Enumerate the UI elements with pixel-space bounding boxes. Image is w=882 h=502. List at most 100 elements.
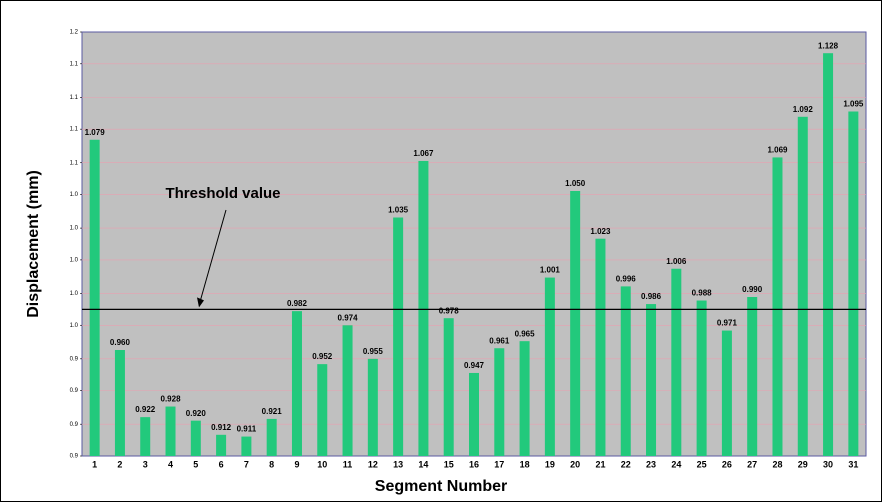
x-tick-label: 26 [722,459,732,469]
bar [544,277,555,456]
value-label: 1.006 [666,257,687,266]
value-label: 0.988 [692,289,713,298]
y-tick-label: 1.1 [70,61,79,67]
x-tick-label: 16 [469,459,479,469]
value-label: 0.982 [287,299,308,308]
y-axis-label: Displacement (mm) [25,170,42,318]
bar [291,311,302,456]
bar [317,364,328,456]
value-label: 1.035 [388,206,409,215]
x-tick-label: 12 [368,459,378,469]
x-tick-label: 1 [92,459,97,469]
value-label: 0.928 [161,395,182,404]
value-label: 0.911 [237,425,257,434]
bar [342,325,353,456]
y-tick-label: 1.0 [70,226,79,232]
value-label: 1.128 [818,41,839,50]
x-tick-label: 9 [294,459,299,469]
x-tick-label: 31 [848,459,858,469]
value-label: 0.971 [717,319,738,328]
bar [241,436,252,456]
value-label: 0.974 [338,313,359,322]
value-label: 0.986 [641,292,662,301]
y-tick-label: 0.9 [70,388,79,394]
x-tick-label: 18 [520,459,530,469]
x-tick-label: 19 [545,459,555,469]
bar [89,139,100,456]
bar [266,418,277,456]
value-label: 0.960 [110,338,131,347]
bar [646,304,657,456]
value-label: 1.069 [767,146,788,155]
x-tick-label: 27 [747,459,757,469]
value-label: 0.912 [211,423,232,432]
x-tick-label: 21 [595,459,605,469]
x-tick-label: 8 [269,459,274,469]
value-label: 0.922 [135,405,156,414]
bar [721,330,732,456]
x-tick-label: 5 [193,459,198,469]
value-label: 1.050 [565,179,586,188]
x-tick-label: 25 [697,459,707,469]
x-axis-label: Segment Number [375,478,507,495]
x-tick-label: 29 [798,459,808,469]
value-label: 1.023 [590,227,611,236]
bar [114,350,125,456]
x-tick-label: 20 [570,459,580,469]
value-label: 0.947 [464,361,485,370]
value-label: 0.978 [439,306,460,315]
value-label: 0.920 [186,409,207,418]
bar [671,268,682,456]
x-tick-label: 30 [823,459,833,469]
y-tick-label: 0.9 [70,356,79,362]
x-tick-label: 14 [418,459,428,469]
x-tick-label: 17 [494,459,504,469]
y-tick-label: 1.1 [70,127,79,133]
bar [595,238,606,456]
bar [797,116,808,457]
y-tick-label: 1.0 [70,291,79,297]
x-tick-label: 2 [117,459,122,469]
x-tick-label: 4 [168,459,173,469]
y-tick-label: 1.0 [70,323,79,329]
y-tick-label: 0.9 [70,422,79,428]
y-tick-label: 0.9 [70,454,79,460]
x-tick-label: 10 [317,459,327,469]
bar [165,406,176,456]
value-label: 1.095 [843,100,864,109]
value-label: 0.921 [262,407,283,416]
x-tick-label: 13 [393,459,403,469]
arrow-head [197,297,204,308]
x-tick-label: 7 [244,459,249,469]
bar [823,53,834,456]
y-tick-label: 1.0 [70,192,79,198]
value-label: 1.001 [540,266,561,275]
value-label: 0.961 [489,336,510,345]
x-tick-label: 6 [219,459,224,469]
value-label: 0.996 [616,275,637,284]
bar [747,297,758,456]
bar [190,420,201,456]
bar [140,417,151,456]
bar [393,217,404,456]
value-label: 0.955 [363,347,384,356]
bar [494,348,505,456]
bar [848,111,859,456]
y-tick-label: 1.1 [70,95,79,101]
annotation-arrow [198,209,227,306]
bar [570,191,581,456]
value-label: 1.067 [413,149,434,158]
x-tick-label: 23 [646,459,656,469]
value-label: 0.952 [312,352,333,361]
x-tick-label: 3 [143,459,148,469]
value-label: 0.965 [515,329,536,338]
bar [443,318,454,456]
bar [367,358,378,456]
bar [772,157,783,456]
x-tick-label: 28 [772,459,782,469]
annotation: Threshold value [165,185,280,202]
value-label: 1.092 [793,105,814,114]
bar [469,372,479,456]
bar [418,160,429,456]
